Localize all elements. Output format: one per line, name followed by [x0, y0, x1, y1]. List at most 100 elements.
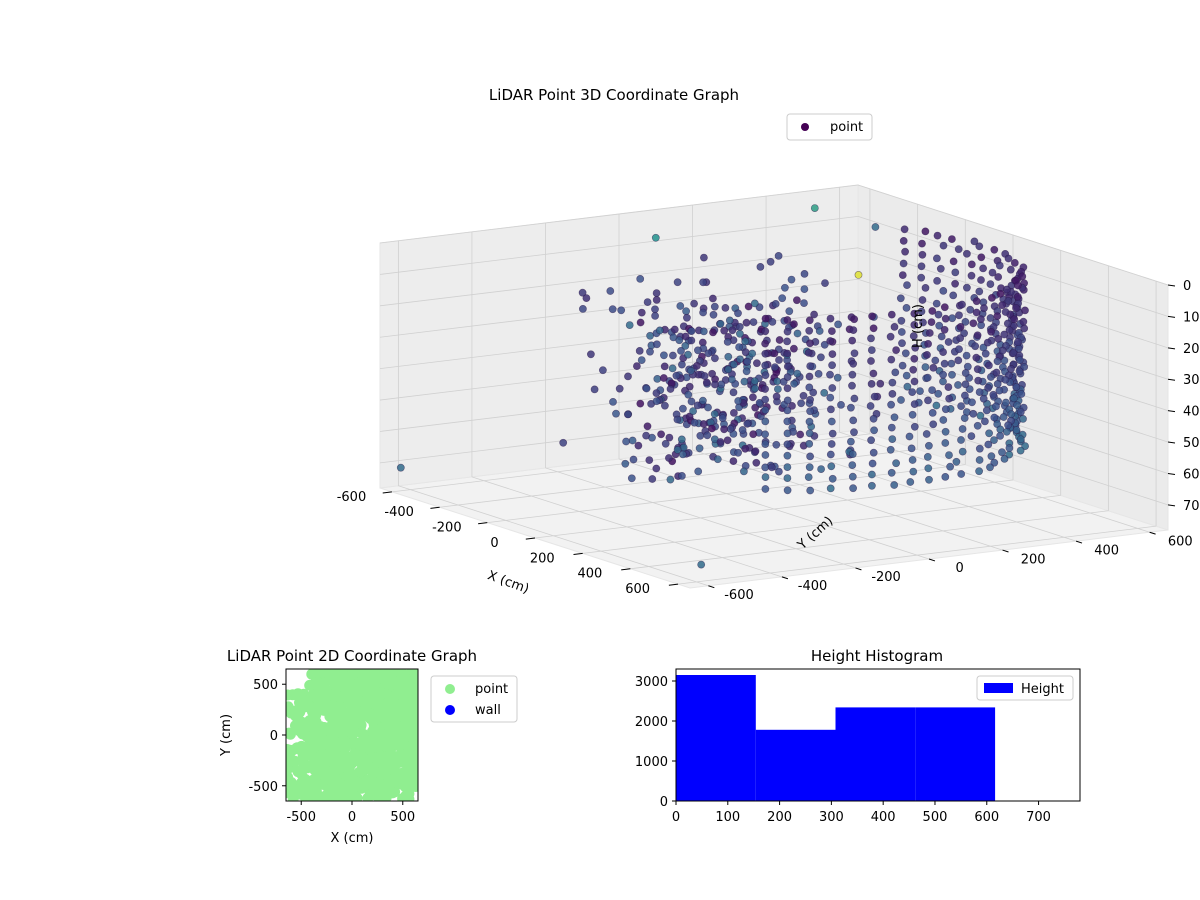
point-3d: [951, 279, 959, 288]
point-3d: [984, 440, 993, 449]
point-3d: [972, 353, 981, 362]
x-tick-label: 400: [871, 810, 896, 825]
x-tick-label: -400: [384, 505, 414, 520]
point-3d: [936, 264, 945, 273]
point-3d: [990, 436, 998, 444]
point-3d: [718, 414, 727, 422]
point-3d: [1021, 306, 1029, 315]
point-3d: [661, 401, 669, 410]
point-3d: [925, 441, 933, 450]
point-2d: [384, 736, 396, 747]
histogram-frame: [675, 668, 1081, 802]
point-3d: [1019, 414, 1027, 423]
point-3d: [677, 346, 685, 355]
point-3d: [921, 283, 930, 292]
grid-y-floor: [618, 458, 930, 560]
point-2d: [349, 694, 361, 706]
point-3d: [806, 486, 815, 495]
point-3d: [805, 326, 814, 335]
point-3d: [689, 407, 697, 415]
point-2d: [334, 794, 346, 801]
point-3d: [973, 331, 982, 340]
grid-z-left: [379, 216, 859, 275]
point-2d: [286, 744, 296, 756]
point-2d: [413, 701, 418, 712]
point-3d: [892, 459, 900, 468]
point-3d: [1015, 356, 1024, 364]
histogram-legend: Height: [976, 675, 1074, 701]
point-3d: [761, 361, 770, 370]
point-3d: [679, 404, 687, 413]
point-3d: [954, 356, 963, 365]
point-3d: [679, 450, 687, 459]
point-3d: [751, 447, 760, 456]
point-3d: [963, 283, 971, 292]
point-2d: [337, 785, 349, 797]
point-3d: [750, 299, 759, 308]
x-tick-mark: [382, 491, 392, 494]
point-3d: [1010, 258, 1019, 267]
point-3d: [756, 262, 765, 271]
point-3d: [993, 357, 1002, 366]
point-3d: [921, 227, 930, 236]
point-3d: [924, 396, 932, 405]
point-3d: [897, 328, 906, 336]
point-3d: [627, 474, 636, 483]
point-3d: [957, 402, 965, 410]
point-3d: [636, 399, 645, 408]
point-3d: [657, 430, 665, 439]
point-3d: [790, 344, 798, 353]
point-3d: [793, 296, 801, 305]
point-3d: [741, 337, 750, 346]
point-2d: [286, 763, 294, 775]
point-3d: [986, 463, 994, 472]
point-3d: [826, 450, 835, 459]
point-3d: [897, 396, 905, 404]
point-3d: [708, 424, 716, 433]
y-tick-mark: [1149, 531, 1156, 535]
point-3d: [983, 338, 992, 347]
point-3d: [1004, 421, 1012, 430]
point-2d: [345, 727, 357, 739]
point-3d: [805, 316, 814, 325]
point-3d: [941, 439, 950, 447]
point-3d: [973, 365, 982, 374]
point-3d: [993, 312, 1002, 320]
point-3d: [995, 386, 1004, 395]
point-3d: [559, 438, 568, 447]
point-2d: [289, 755, 301, 767]
point-3d: [827, 405, 835, 414]
z-tick-label: 400: [1183, 405, 1200, 420]
point-2d: [338, 718, 350, 730]
point-3d: [716, 319, 725, 328]
point-3d: [870, 392, 879, 401]
point-3d: [681, 341, 690, 350]
point-3d: [957, 436, 965, 444]
point-3d: [820, 388, 829, 397]
point-2d: [310, 740, 322, 752]
point-3d: [396, 463, 405, 472]
point-3d: [909, 467, 918, 476]
point-3d: [869, 324, 878, 333]
x-tick-label: 0: [348, 810, 356, 825]
point-2d: [319, 692, 331, 703]
point-3d: [977, 253, 986, 262]
point-2d: [381, 672, 393, 684]
point-2d: [361, 754, 373, 766]
point-3d: [622, 437, 630, 446]
point-3d: [827, 462, 836, 471]
point-2d: [331, 758, 343, 770]
point-2d: [294, 694, 306, 706]
point-3d: [908, 410, 917, 419]
point-3d: [992, 368, 1001, 377]
point-3d: [800, 285, 809, 293]
point-3d: [821, 279, 829, 287]
grid-y-floor: [765, 440, 1077, 542]
point-3d: [910, 320, 919, 329]
point-3d: [898, 271, 907, 279]
point-2d: [414, 770, 418, 782]
chart-3d-panes: [379, 184, 1169, 589]
point-3d: [652, 464, 661, 473]
point-3d: [956, 334, 965, 342]
point-3d: [775, 336, 784, 344]
